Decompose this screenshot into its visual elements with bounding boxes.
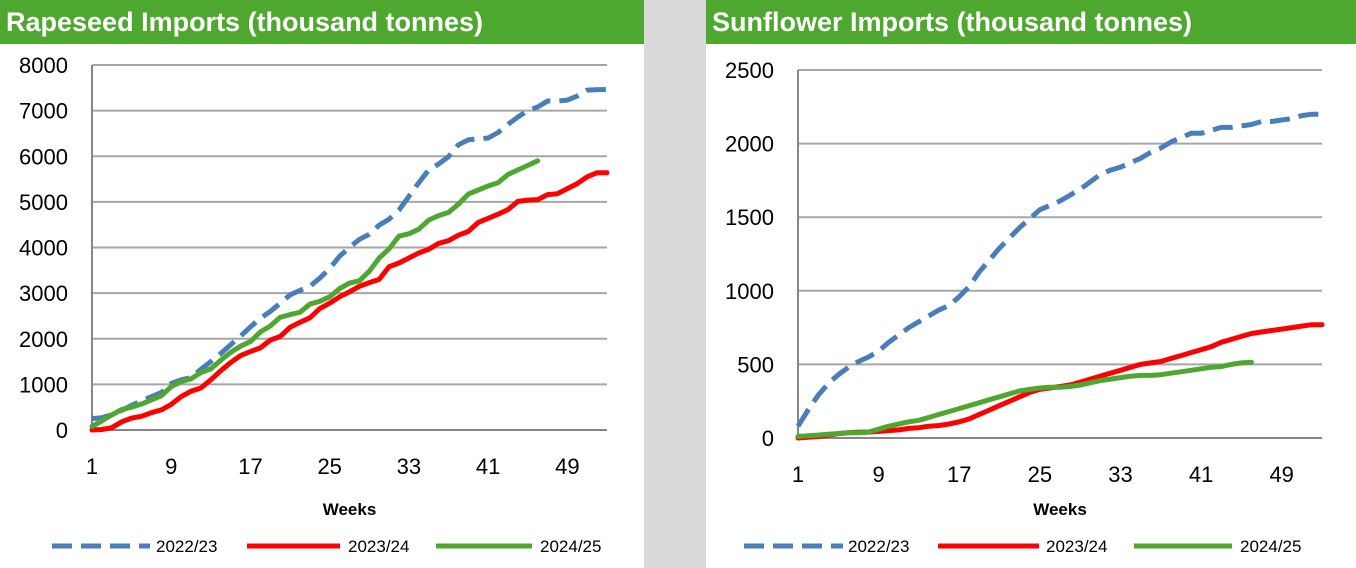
x-tick-label: 25 — [1028, 462, 1052, 487]
y-tick-label: 7000 — [19, 99, 68, 124]
x-tick-label: 17 — [947, 462, 971, 487]
x-tick-label: 1 — [792, 462, 804, 487]
x-axis-title: Weeks — [1033, 500, 1087, 519]
chart-title: Rapeseed Imports (thousand tonnes) — [0, 0, 644, 44]
series-line-2024-25 — [89, 158, 541, 429]
x-tick-label: 17 — [238, 454, 262, 479]
rapeseed-chart-panel: Rapeseed Imports (thousand tonnes) 0 1000… — [0, 0, 644, 568]
y-tick-label: 0 — [762, 426, 774, 451]
y-tick-label: 3000 — [19, 281, 68, 306]
y-tick-label: 8000 — [19, 53, 68, 78]
y-tick-label: 4000 — [19, 236, 68, 261]
x-tick-label: 1 — [86, 454, 98, 479]
x-tick-label: 25 — [317, 454, 341, 479]
legend-label: 2023/24 — [1046, 537, 1107, 556]
sunflower-chart: 0 500 1000 1500 2000 2500 1 9 17 25 33 41 49 Weeks 202… — [725, 58, 1325, 556]
x-tick-label: 33 — [397, 454, 421, 479]
chart-title: Sunflower Imports (thousand tonnes) — [706, 0, 1356, 44]
x-tick-label: 41 — [1189, 462, 1213, 487]
series-line-2023-24 — [89, 170, 610, 433]
legend-label: 2024/25 — [540, 537, 601, 556]
series-line-2023-24 — [795, 322, 1325, 441]
series-line-2022-23 — [91, 87, 607, 422]
x-axis-title: Weeks — [323, 500, 377, 519]
x-tick-label: 33 — [1108, 462, 1132, 487]
legend-label: 2023/24 — [348, 537, 409, 556]
y-tick-label: 5000 — [19, 190, 68, 215]
y-tick-label: 2500 — [725, 58, 774, 83]
x-tick-label: 49 — [1269, 462, 1293, 487]
x-tick-label: 9 — [165, 454, 177, 479]
y-tick-label: 1500 — [725, 205, 774, 230]
y-tick-label: 2000 — [19, 327, 68, 352]
sunflower-chart-panel: Sunflower Imports (thousand tonnes) 0 500… — [706, 0, 1356, 568]
legend-label: 2022/23 — [156, 537, 217, 556]
x-tick-label: 49 — [555, 454, 579, 479]
y-tick-label: 500 — [737, 352, 774, 377]
legend-label: 2024/25 — [1240, 537, 1301, 556]
x-tick-label: 9 — [872, 462, 884, 487]
y-tick-label: 1000 — [19, 372, 68, 397]
y-tick-label: 1000 — [725, 279, 774, 304]
panel-divider — [644, 0, 706, 568]
rapeseed-chart: 0 1000 2000 3000 4000 5000 6000 7000 8000 1 9 17 25 3… — [19, 53, 610, 556]
series-line-2024-25 — [795, 359, 1254, 439]
series-line-2022-23 — [795, 111, 1322, 428]
legend-label: 2022/23 — [848, 537, 909, 556]
y-tick-label: 6000 — [19, 144, 68, 169]
y-tick-label: 0 — [56, 418, 68, 443]
y-tick-label: 2000 — [725, 132, 774, 157]
x-tick-label: 41 — [476, 454, 500, 479]
